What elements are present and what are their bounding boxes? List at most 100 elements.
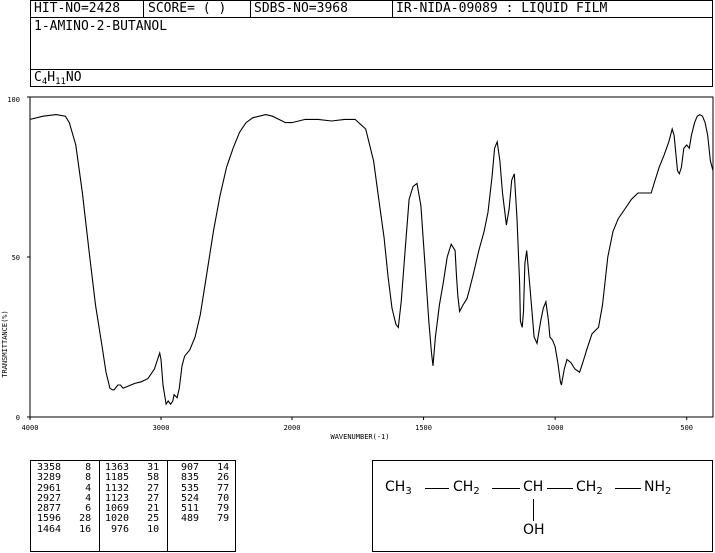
x-tick-label: 2000 [284, 424, 301, 432]
peak-wavenumber: 1363 [105, 462, 130, 473]
peak-wavenumber: 1069 [105, 503, 130, 515]
peak-wavenumber: 489 [175, 513, 200, 525]
x-axis-label: WAVENUMBER(-1) [330, 433, 389, 441]
x-axis: 4000 3000 2000 1500 1000 500 [22, 417, 693, 432]
peak-wavenumber: 835 [175, 472, 200, 484]
x-tick-label: 4000 [22, 424, 39, 432]
peak-wavenumber: 3358 [37, 462, 62, 473]
peak-transmittance: 4 [61, 482, 92, 494]
molecular-formula: C4H11NO [34, 70, 82, 87]
peak-transmittance: 31 [129, 462, 160, 473]
peak-transmittance: 8 [61, 472, 92, 484]
peak-row: 2927 4 [37, 492, 92, 504]
structure-diagram: CH3 CH2 CH CH2 NH2 OH [372, 460, 713, 552]
peak-row: 535 77 [175, 482, 230, 494]
x-tick-label: 500 [680, 424, 693, 432]
peak-row: 1363 31 [105, 462, 160, 473]
score: SCORE= ( ) [148, 1, 227, 16]
peak-wavenumber: 2961 [37, 482, 62, 494]
peak-transmittance: 26 [199, 472, 230, 484]
hit-number: HIT-NO=2428 [34, 1, 121, 16]
y-tick-label: 50 [12, 254, 20, 262]
y-axis-label: TRANSMITTANCE(%) [1, 310, 9, 377]
peak-row: 1069 21 [105, 504, 159, 514]
peak-table: 3358 8 3289 8 2961 4 2927 4 2877 6 1596 28 146… [30, 460, 236, 552]
spectrum-line [29, 113, 714, 406]
formula-row [30, 69, 713, 87]
peak-transmittance: 8 [61, 462, 92, 473]
x-tick-label: 3000 [153, 424, 170, 432]
peak-transmittance: 79 [199, 503, 230, 515]
peak-wavenumber: 1464 [37, 523, 62, 535]
peak-row: 1464 16 [37, 523, 92, 535]
peak-row: 1596 28 [37, 514, 91, 524]
peak-wavenumber: 524 [175, 492, 200, 504]
peak-transmittance: 16 [61, 523, 92, 535]
peak-row: 3358 8 [37, 462, 92, 473]
x-tick-label: 1000 [547, 424, 564, 432]
bond [547, 488, 573, 489]
peak-row: 511 79 [175, 504, 229, 514]
peak-wavenumber: 2927 [37, 492, 62, 504]
peak-transmittance: 27 [129, 482, 160, 494]
plot-frame [29, 96, 714, 418]
peak-transmittance: 25 [129, 513, 160, 525]
peak-wavenumber: 976 [105, 523, 130, 535]
peak-transmittance: 58 [129, 472, 160, 484]
x-tick-label: 1500 [415, 424, 432, 432]
bond [533, 499, 534, 521]
peak-transmittance: 77 [199, 482, 230, 494]
peak-transmittance: 70 [199, 492, 230, 504]
bond [615, 488, 641, 489]
peak-column: 1363 31 1185 58 1132 27 1123 27 1069 21 1020 … [105, 462, 160, 535]
group-ch2: CH2 [576, 479, 603, 497]
group-oh: OH [523, 522, 545, 538]
peak-wavenumber: 1596 [37, 513, 62, 525]
group-nh2: NH2 [644, 479, 672, 497]
peak-row: 1020 25 [105, 514, 159, 524]
bond [425, 488, 449, 489]
ir-nida-number: IR-NIDA-09089 : LIQUID FILM [396, 1, 608, 16]
peak-wavenumber: 907 [175, 462, 200, 473]
peak-row: 2961 4 [37, 482, 92, 494]
peak-wavenumber: 511 [175, 503, 200, 515]
peak-row: 1132 27 [105, 482, 160, 494]
peak-row: 489 79 [175, 514, 229, 524]
peak-transmittance: 27 [129, 492, 160, 504]
y-axis: 100 50 0 [7, 96, 30, 422]
peak-transmittance: 28 [61, 513, 92, 525]
peak-transmittance: 10 [129, 523, 160, 535]
peak-transmittance: 4 [61, 492, 92, 504]
peak-transmittance: 79 [199, 513, 230, 525]
sdbs-number: SDBS-NO=3968 [254, 1, 348, 16]
peak-row: 907 14 [175, 462, 230, 473]
peak-transmittance: 6 [61, 503, 92, 515]
y-tick-label: 0 [16, 414, 20, 422]
y-tick-label: 100 [7, 96, 20, 104]
peak-row: 2877 6 [37, 504, 91, 514]
peak-row: 1185 58 [105, 473, 159, 483]
peak-row: 524 70 [175, 492, 230, 504]
peak-transmittance: 14 [199, 462, 230, 473]
peak-transmittance: 21 [129, 503, 160, 515]
peak-wavenumber: 1020 [105, 513, 130, 525]
peak-wavenumber: 1123 [105, 492, 130, 504]
peak-row: 3289 8 [37, 473, 91, 483]
peak-wavenumber: 1132 [105, 482, 130, 494]
peak-wavenumber: 1185 [105, 472, 130, 484]
peak-column: 907 14 835 26 535 77 524 70 511 79 489 7… [175, 462, 230, 525]
peak-column: 3358 8 3289 8 2961 4 2927 4 2877 6 1596 28 146… [37, 462, 92, 535]
peak-row: 835 26 [175, 473, 229, 483]
group-ch: CH [523, 479, 544, 495]
spectrum-header: HIT-NO=2428 SCORE= ( ) SDBS-NO=3968 IR-N… [30, 0, 713, 87]
group-ch3: CH3 [385, 479, 412, 497]
peak-row: 1123 27 [105, 492, 160, 504]
peak-row: 976 10 [105, 523, 160, 535]
compound-name: 1-AMINO-2-BUTANOL [34, 19, 168, 34]
group-ch2: CH2 [453, 479, 480, 497]
peak-wavenumber: 3289 [37, 472, 62, 484]
peak-wavenumber: 2877 [37, 503, 62, 515]
bond [492, 488, 520, 489]
peak-wavenumber: 535 [175, 482, 200, 494]
